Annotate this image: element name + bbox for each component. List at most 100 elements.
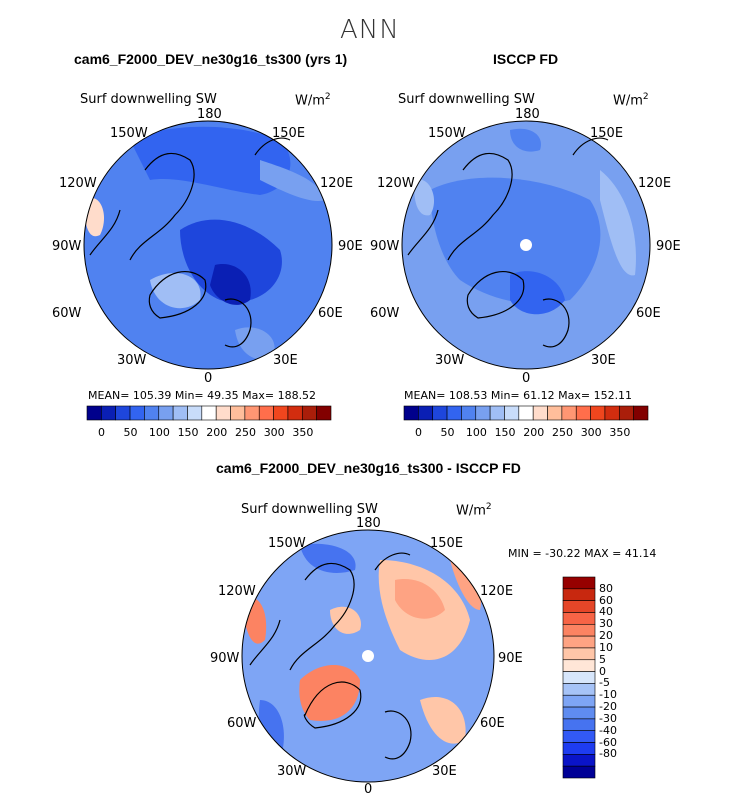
- panel2-lon-120e: 120E: [638, 176, 672, 191]
- panel3-greenland-orange: [299, 665, 360, 721]
- panel1-lon-60w: 60W: [52, 306, 82, 321]
- panel2-lon-90e: 90E: [656, 239, 681, 254]
- panel1-deep-core: [210, 264, 251, 305]
- panel3-lon-top: 180: [356, 516, 381, 531]
- panel2-lon-60e: 60E: [636, 306, 661, 321]
- panel1-pacific-band: [130, 126, 291, 195]
- panel2-east-band: [600, 170, 636, 276]
- colorbar-tick-label: -30: [599, 711, 617, 725]
- panel1-lon-30w: 30W: [117, 353, 147, 368]
- panel3-lon-90w: 90W: [210, 651, 240, 666]
- panel2-colorbar: [403, 405, 649, 421]
- panel3-lon-60w: 60W: [227, 716, 257, 731]
- colorbar-tick-label: 300: [580, 426, 602, 439]
- colorbar-tick-label: 30: [599, 617, 613, 631]
- colorbar-tick-label: 40: [599, 605, 613, 619]
- panel3-boundary: [241, 529, 495, 783]
- panel1-lon-150w: 150W: [110, 126, 148, 141]
- panel1-light-band: [260, 160, 325, 201]
- colorbar-swatch: [633, 405, 649, 421]
- panel1-greenland-high: [150, 272, 201, 309]
- panel3-lon-30w: 30W: [277, 764, 307, 779]
- colorbar-swatch: [562, 683, 596, 696]
- colorbar-tick-label: 300: [263, 426, 285, 439]
- panel2-west-patch: [414, 179, 435, 216]
- panel2-units: W/m2: [613, 92, 649, 109]
- panel2-stats: MEAN= 108.53 Min= 61.12 Max= 152.11: [404, 389, 633, 402]
- panel3-lon-30e: 30E: [432, 764, 457, 779]
- panel2-lon-top: 180: [515, 107, 540, 122]
- panel3-lon-90e: 90E: [498, 651, 523, 666]
- panel3-ne-orange: [450, 560, 481, 610]
- panel1-lon-60e: 60E: [318, 306, 343, 321]
- panel1-lon-90w: 90W: [52, 239, 82, 254]
- panel1-lon-top: 180: [197, 107, 222, 122]
- panel3-variable: Surf downwelling SW: [241, 502, 378, 517]
- colorbar-swatch: [562, 718, 596, 732]
- panel1-lon-90e: 90E: [338, 239, 363, 254]
- colorbar-tick-label: 0: [98, 426, 106, 439]
- panel2-lon-150w: 150W: [428, 126, 466, 141]
- colorbar-swatch: [562, 600, 596, 613]
- panel3-polar-hole: [362, 650, 374, 662]
- panel1-lon-bottom: 0: [204, 371, 213, 386]
- panel3-lon-120w: 120W: [218, 584, 256, 599]
- panel3-canada-patch: [330, 606, 361, 634]
- colorbar-tick-label: 60: [599, 593, 613, 607]
- colorbar-swatch: [562, 765, 596, 779]
- colorbar-tick-label: 350: [292, 426, 314, 439]
- colorbar-swatch: [316, 405, 332, 421]
- panel3-lon-120e: 120E: [480, 584, 514, 599]
- panel2-lon-30e: 30E: [591, 353, 616, 368]
- panel3-lon-bottom: 0: [364, 782, 373, 797]
- panel3-lon-150e: 150E: [430, 536, 464, 551]
- panel2-boundary: [401, 120, 651, 370]
- panel3-south-lightorange: [420, 696, 466, 744]
- panel3-lon-150w: 150W: [268, 536, 306, 551]
- colorbar-swatch: [562, 612, 596, 625]
- colorbar-swatch: [562, 635, 596, 649]
- panel3-coastlines: [249, 552, 412, 760]
- panel2-lon-120w: 120W: [377, 176, 415, 191]
- colorbar-swatch: [562, 671, 596, 684]
- colorbar-tick-label: 200: [206, 426, 228, 439]
- panel3-east-orange: [395, 579, 445, 619]
- colorbar-tick-label: 150: [494, 426, 516, 439]
- panel2-variable: Surf downwelling SW: [398, 92, 535, 107]
- main-title: ANN: [340, 15, 400, 45]
- colorbar-tick-label: 20: [599, 629, 613, 643]
- colorbar-tick-label: 10: [599, 640, 613, 654]
- panel2-lon-60w: 60W: [370, 306, 400, 321]
- panel1-coastlines: [89, 137, 291, 348]
- panel1-variable: Surf downwelling SW: [80, 92, 217, 107]
- panel3-stats: MIN = -30.22 MAX = 41.14: [508, 547, 657, 560]
- colorbar-tick-label: 0: [415, 426, 423, 439]
- colorbar-swatch: [562, 730, 596, 743]
- panel3-colorbar: [562, 576, 596, 779]
- panel2-lon-150e: 150E: [590, 126, 624, 141]
- colorbar-tick-label: -60: [599, 735, 617, 749]
- panel1-lon-30e: 30E: [273, 353, 298, 368]
- panel2-polar-hole: [520, 239, 532, 251]
- panel2-lon-bottom: 0: [522, 371, 531, 386]
- colorbar-tick-label: 0: [599, 664, 606, 678]
- colorbar-tick-label: 50: [123, 426, 138, 439]
- panel2-coastlines: [407, 137, 609, 348]
- colorbar-tick-label: 50: [440, 426, 455, 439]
- colorbar-tick-label: -80: [599, 747, 617, 761]
- colorbar-tick-label: 150: [177, 426, 199, 439]
- colorbar-tick-label: 200: [523, 426, 545, 439]
- colorbar-tick-label: 250: [551, 426, 573, 439]
- panel1-lon-150e: 150E: [272, 126, 306, 141]
- colorbar-tick-label: 250: [234, 426, 256, 439]
- colorbar-tick-label: -20: [599, 700, 617, 714]
- panel2-north-patch: [510, 128, 541, 152]
- colorbar-swatch: [562, 623, 596, 637]
- colorbar-swatch: [562, 694, 596, 708]
- colorbar-tick-label: 350: [609, 426, 631, 439]
- panel1-lon-120w: 120W: [59, 176, 97, 191]
- colorbar-swatch: [562, 754, 596, 767]
- panel1-colorbar: [86, 405, 332, 421]
- panel1-stats: MEAN= 105.39 Min= 49.35 Max= 188.52: [88, 389, 317, 402]
